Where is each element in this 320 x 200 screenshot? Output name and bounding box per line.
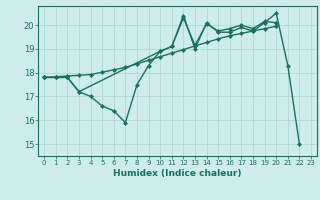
X-axis label: Humidex (Indice chaleur): Humidex (Indice chaleur) bbox=[113, 169, 242, 178]
